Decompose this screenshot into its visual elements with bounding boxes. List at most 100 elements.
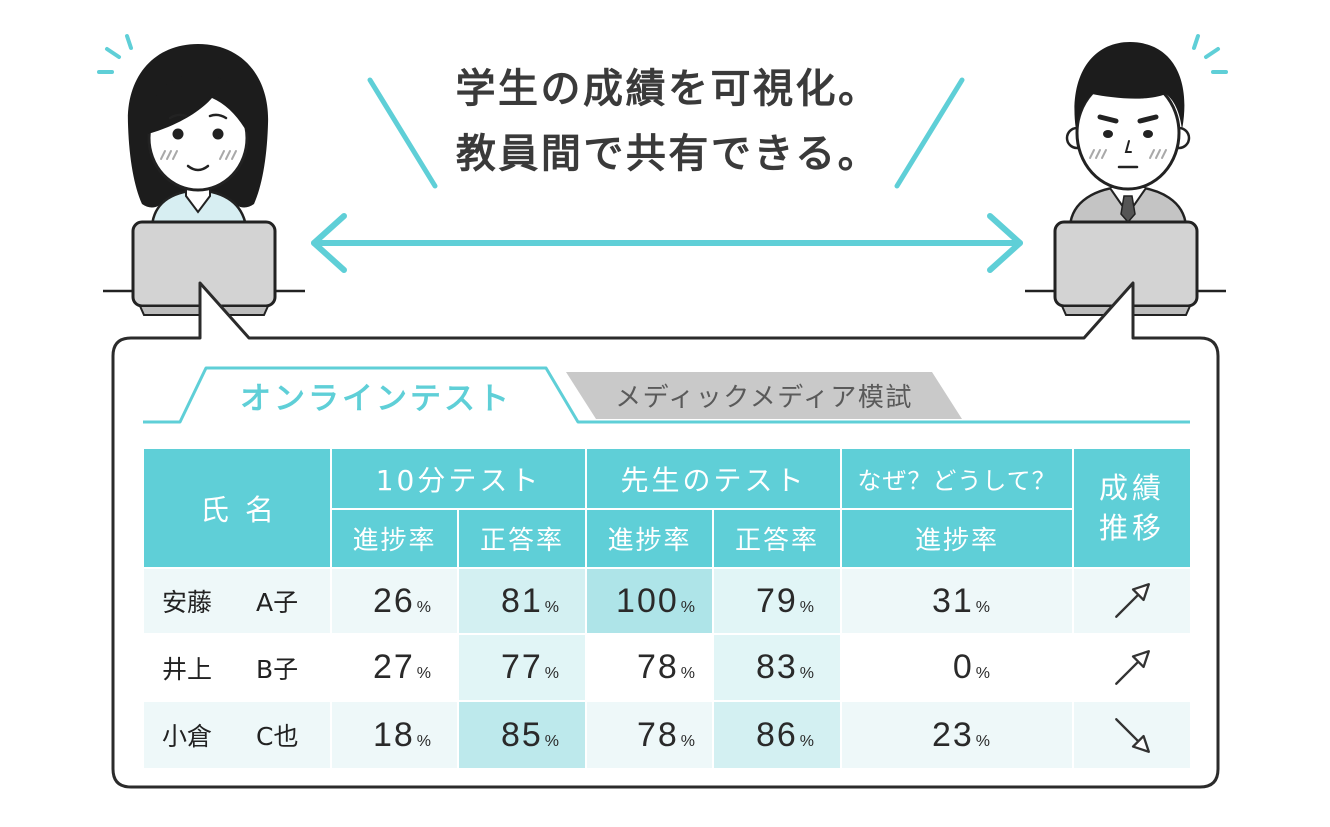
score-value: 100 <box>616 581 679 620</box>
trend-cell <box>1072 567 1193 635</box>
score-value: 27 <box>372 648 415 686</box>
percent-unit: % <box>975 732 991 750</box>
percent-unit: % <box>799 732 815 750</box>
eye <box>1143 130 1153 138</box>
percent-unit: % <box>680 732 696 750</box>
cheek-blush <box>160 150 237 160</box>
group-header-teacher-test: 先生のテスト <box>585 447 843 510</box>
percent-unit: % <box>680 598 696 616</box>
student-given-name: B子 <box>256 654 299 684</box>
percent-unit: % <box>799 665 815 682</box>
score-value: 77 <box>500 648 543 686</box>
score-cell: 86% <box>712 700 843 770</box>
column-header-progress: 進捗率 <box>840 508 1075 569</box>
trend-header-line-1: 成績 <box>1099 471 1166 505</box>
headline-line-1: 学生の成績を可視化。 <box>455 66 881 112</box>
student-name: 安藤 A子 <box>142 567 332 635</box>
hair <box>1074 42 1185 130</box>
column-header-accuracy: 正答率 <box>712 508 843 569</box>
score-cell: 78% <box>585 700 715 770</box>
score-cell: 31% <box>840 567 1075 635</box>
arrow-up-right-icon <box>1115 583 1150 618</box>
score-value: 18 <box>372 715 415 754</box>
score-cell: 23% <box>840 700 1075 770</box>
tab-active-outline <box>143 366 1190 424</box>
sparkle-icon <box>1192 34 1228 74</box>
percent-unit: % <box>544 598 560 616</box>
trend-cell <box>1072 700 1193 770</box>
mouth <box>186 164 210 172</box>
sparkle-icon <box>97 34 133 74</box>
student-surname: 安藤 <box>162 588 213 617</box>
woman-teacher-illustration <box>103 44 305 316</box>
score-value: 0 <box>952 648 974 686</box>
double-arrow-icon <box>311 213 1023 273</box>
student-name: 井上 B子 <box>142 633 332 702</box>
score-cell: 85% <box>456 700 588 770</box>
eye <box>212 128 224 140</box>
tab-online-test[interactable]: オンラインテスト <box>240 380 512 417</box>
trend-header-line-2: 推移 <box>1099 511 1166 545</box>
score-cell: 27% <box>330 633 459 702</box>
bangs <box>147 74 249 134</box>
headline-line-2: 教員間で共有できる。 <box>455 131 881 177</box>
group-header-why-how: なぜ？どうして？ <box>840 447 1075 510</box>
score-cell: 79% <box>712 567 843 635</box>
score-cell: 0% <box>840 633 1075 702</box>
table-row: 小倉 C也 18% 85% 78% 86% 23% <box>142 700 1193 770</box>
score-cell: 81% <box>456 567 588 635</box>
name-column-header: 氏名 <box>142 447 332 569</box>
arrow-down-right-icon <box>1115 718 1150 753</box>
score-value: 81 <box>500 581 543 620</box>
cheek-blush <box>1089 149 1167 159</box>
arrow-up-right-icon <box>1115 649 1150 685</box>
score-value: 23 <box>931 715 974 754</box>
score-cell: 78% <box>585 633 715 702</box>
percent-unit: % <box>416 665 431 682</box>
percent-unit: % <box>680 665 696 682</box>
trend-arrow <box>1115 718 1150 753</box>
score-cell: 18% <box>330 700 459 770</box>
score-value: 78 <box>636 715 679 754</box>
percent-unit: % <box>975 665 991 682</box>
score-cell: 26% <box>330 567 459 635</box>
student-surname: 小倉 <box>162 722 213 751</box>
score-value: 26 <box>372 581 415 620</box>
nose <box>1124 140 1132 153</box>
tie <box>1120 195 1136 224</box>
score-value: 85 <box>500 715 543 754</box>
group-header-10min-test: 10分テスト <box>329 447 588 510</box>
percent-unit: % <box>544 732 560 750</box>
score-table: 氏名 10分テスト 先生のテスト なぜ？どうして？ 成績 推移 進捗率 正答率 … <box>142 447 1193 770</box>
trend-cell <box>1072 633 1193 702</box>
student-name: 小倉 C也 <box>142 700 332 770</box>
column-header-accuracy: 正答率 <box>456 508 588 569</box>
score-cell: 83% <box>712 633 843 702</box>
eye <box>172 128 184 140</box>
column-header-progress: 進捗率 <box>330 508 459 569</box>
tab-medic-media-mock-exam[interactable]: メディックメディア模試 <box>615 382 913 413</box>
student-given-name: A子 <box>256 588 299 617</box>
tab-inactive-shape[interactable] <box>566 372 962 419</box>
student-surname: 井上 <box>162 654 213 684</box>
student-given-name: C也 <box>256 722 299 751</box>
man-teacher-illustration <box>1025 42 1226 316</box>
score-value: 86 <box>755 715 798 754</box>
percent-unit: % <box>416 732 431 750</box>
score-value: 79 <box>755 581 798 620</box>
score-value: 83 <box>755 648 798 686</box>
percent-unit: % <box>975 598 991 616</box>
trend-arrow <box>1115 649 1150 685</box>
table-row: 安藤 A子 26% 81% 100% 79% 31% <box>142 567 1193 635</box>
column-header-progress: 進捗率 <box>585 508 715 569</box>
trend-arrow <box>1115 583 1150 618</box>
score-value: 31 <box>931 581 974 620</box>
score-cell: 100% <box>585 567 715 635</box>
trend-column-header: 成績 推移 <box>1072 447 1193 569</box>
emphasis-line-left <box>367 77 438 189</box>
table-row: 井上 B子 27% 77% 78% 83% 0% <box>142 633 1193 702</box>
eye <box>1103 130 1113 138</box>
score-cell: 77% <box>456 633 588 702</box>
percent-unit: % <box>799 598 815 616</box>
